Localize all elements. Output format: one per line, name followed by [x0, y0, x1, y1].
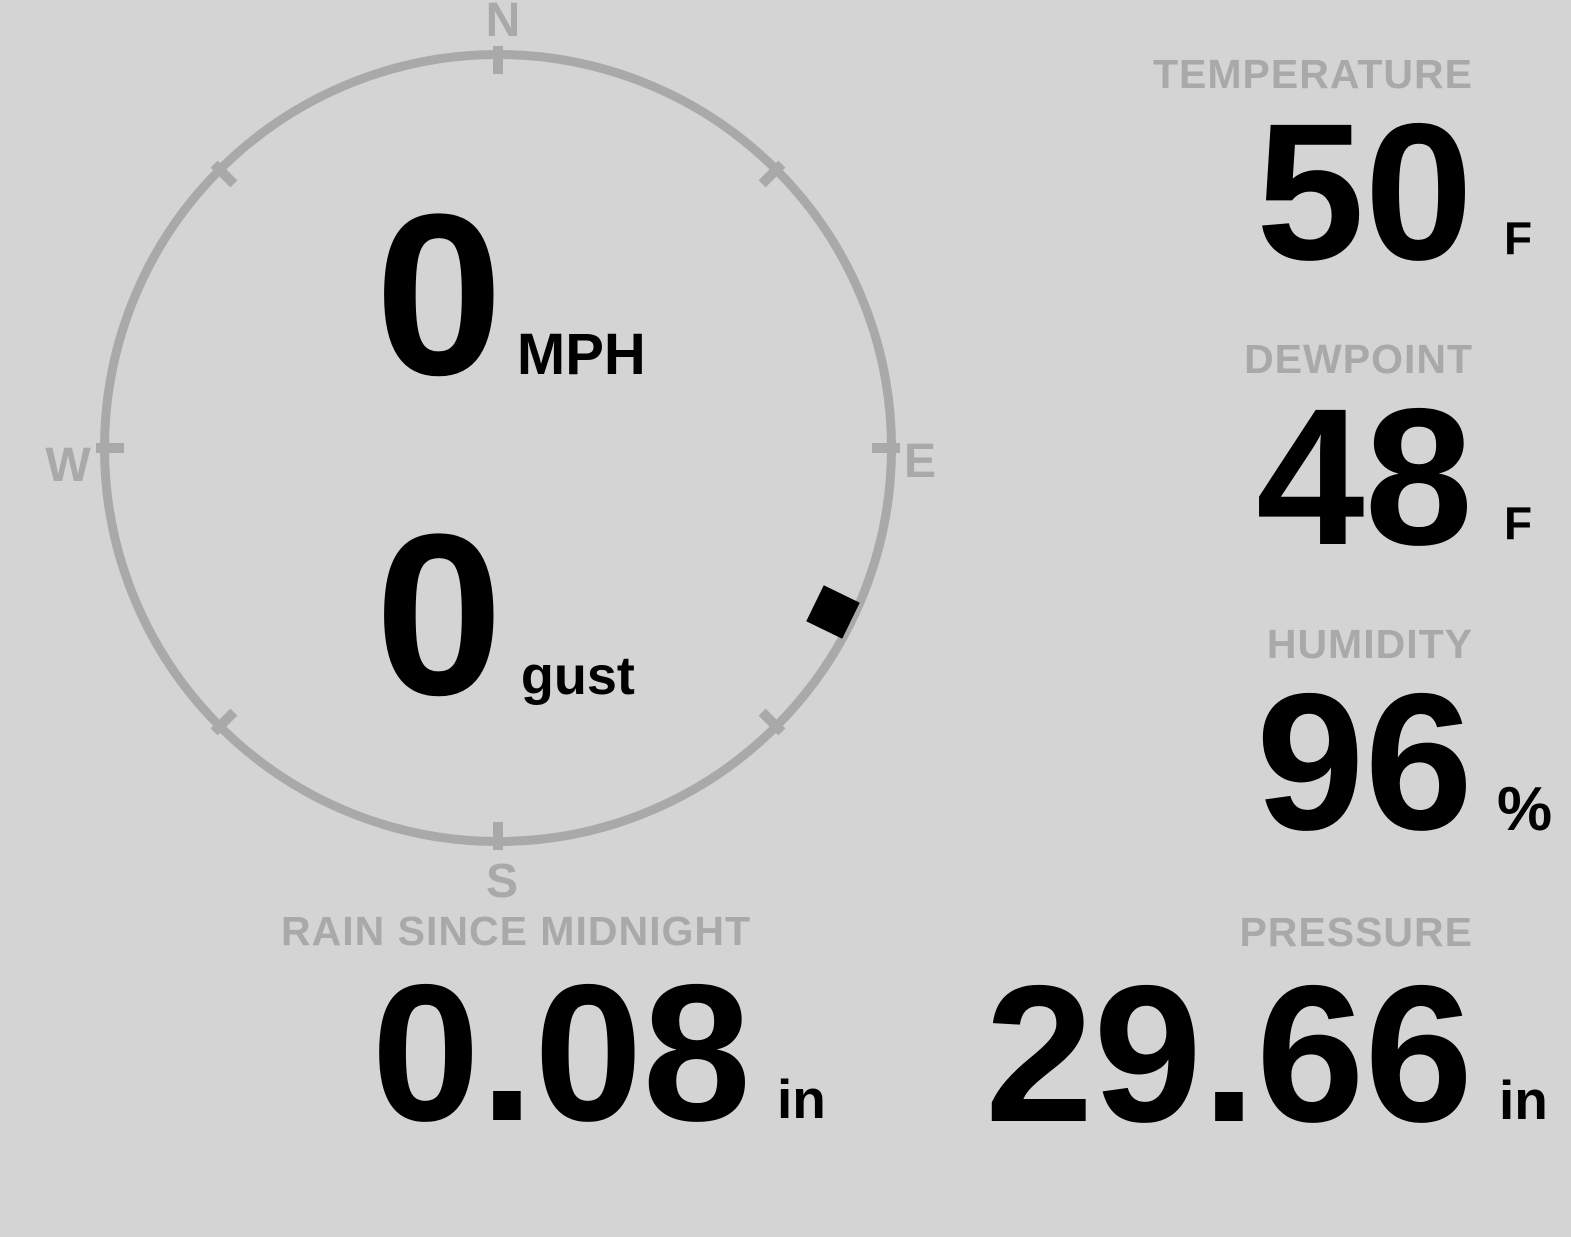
wind-gust-unit: gust: [520, 646, 635, 706]
rain-unit: in: [777, 1068, 826, 1130]
rain-label: RAIN SINCE MIDNIGHT: [281, 908, 751, 954]
dewpoint-unit: F: [1504, 497, 1533, 549]
wind-speed-value: 0: [375, 166, 503, 423]
humidity-value: 96: [1256, 653, 1473, 871]
dewpoint-label: DEWPOINT: [1244, 336, 1473, 382]
compass-tick: [872, 443, 900, 453]
temperature-label: TEMPERATURE: [1152, 51, 1473, 97]
rain-metric: RAIN SINCE MIDNIGHT 0.08 in: [281, 908, 826, 1151]
temperature-metric: TEMPERATURE 50 F: [1152, 51, 1532, 290]
rain-value: 0.08: [371, 944, 751, 1162]
compass-tick: [96, 443, 124, 453]
dewpoint-value: 48: [1256, 368, 1473, 586]
humidity-metric: HUMIDITY 96 %: [1256, 621, 1552, 860]
temperature-value: 50: [1256, 83, 1473, 301]
compass-label-west: W: [45, 439, 91, 492]
compass-tick: [493, 822, 503, 850]
temperature-unit: F: [1504, 212, 1533, 264]
dewpoint-metric: DEWPOINT 48 F: [1244, 336, 1532, 575]
wind-gust: 0 gust: [375, 500, 635, 730]
humidity-label: HUMIDITY: [1266, 621, 1473, 667]
compass-label-north: N: [485, 0, 521, 47]
pressure-unit: in: [1499, 1069, 1548, 1131]
wind-speed-unit: MPH: [516, 322, 646, 387]
compass-label-east: E: [903, 435, 937, 488]
wind-gust-value: 0: [375, 486, 503, 743]
compass-label-south: S: [485, 855, 519, 908]
pressure-value: 29.66: [985, 945, 1473, 1163]
humidity-unit: %: [1497, 775, 1553, 844]
wind-speed: 0 MPH: [375, 180, 646, 410]
compass-tick: [493, 46, 503, 74]
pressure-metric: PRESSURE 29.66 in: [985, 909, 1548, 1152]
pressure-label: PRESSURE: [1239, 909, 1473, 955]
